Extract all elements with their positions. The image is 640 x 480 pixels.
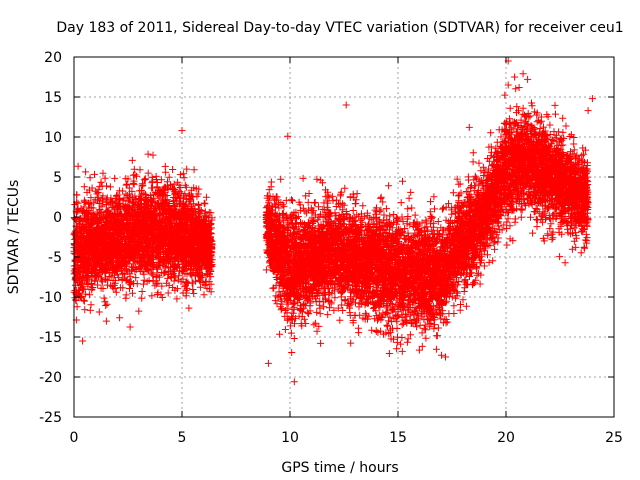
x-axis: 0 5 10 15 20 25 — [70, 57, 623, 446]
x-tick-label: 0 — [70, 430, 79, 446]
y-tick-label: -5 — [48, 250, 62, 266]
y-tick-label: 0 — [53, 210, 62, 226]
y-axis: -25 -20 -15 -10 -5 0 5 10 15 20 — [39, 50, 614, 426]
y-axis-label: SDTVAR / TECUs — [6, 180, 22, 295]
y-tick-label: -25 — [39, 410, 62, 426]
plot-frame — [73, 56, 615, 418]
x-tick-label: 20 — [497, 430, 515, 446]
x-tick-label: 5 — [178, 430, 187, 446]
y-tick-label: 5 — [53, 170, 62, 186]
data-points — [70, 57, 596, 386]
x-tick-label: 15 — [389, 430, 407, 446]
y-tick-label: 10 — [44, 130, 62, 146]
x-tick-label: 10 — [281, 430, 299, 446]
y-tick-label: 15 — [44, 90, 62, 106]
y-tick-label: 20 — [44, 50, 62, 66]
y-tick-label: -10 — [39, 290, 62, 306]
x-tick-label: 25 — [605, 430, 623, 446]
chart-title: Day 183 of 2011, Sidereal Day-to-day VTE… — [56, 20, 623, 36]
scatter-markers — [70, 57, 596, 386]
y-tick-label: -15 — [39, 330, 62, 346]
y-tick-label: -20 — [39, 370, 62, 386]
x-axis-label: GPS time / hours — [281, 460, 398, 476]
